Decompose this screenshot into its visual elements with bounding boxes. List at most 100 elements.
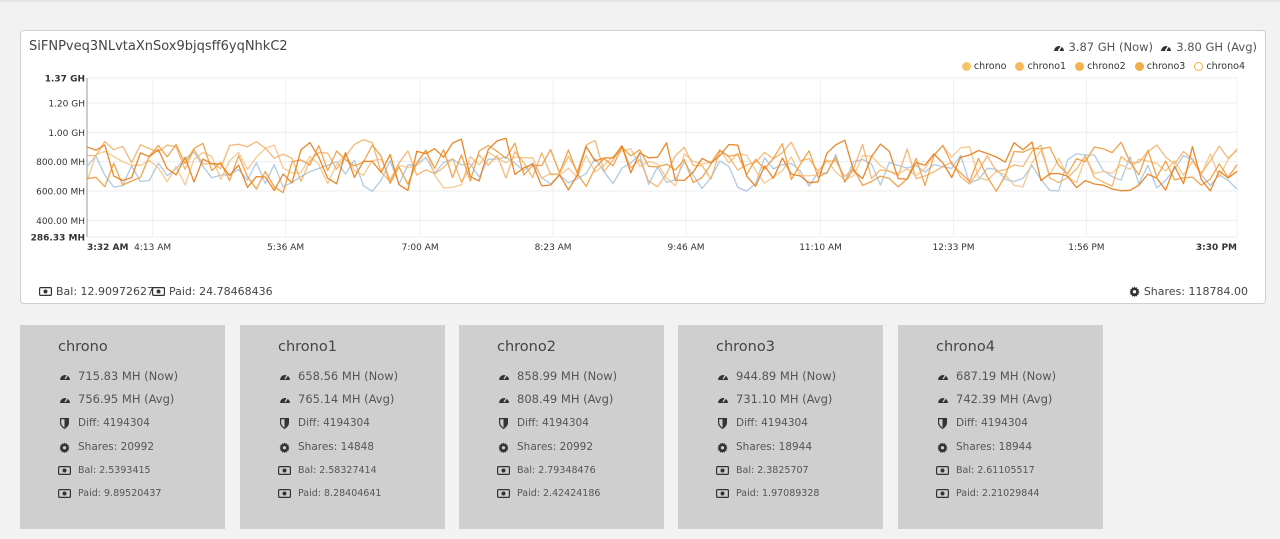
shield-icon — [936, 417, 949, 429]
total-hashrate-now: 3.87 GH (Now) — [1053, 40, 1154, 54]
x-tick-label: 7:00 AM — [402, 243, 439, 253]
legend-item-chrono2[interactable]: chrono2 — [1075, 61, 1126, 72]
worker-name: chrono2 — [497, 339, 556, 355]
money-icon — [936, 466, 949, 475]
shares-value: Shares: 20992 — [517, 441, 594, 453]
money-icon — [39, 287, 52, 296]
legend-swatch — [1134, 62, 1144, 71]
x-tick-label: 11:10 AM — [799, 243, 842, 253]
diff-value: Diff: 4194304 — [78, 417, 150, 429]
series-line-chrono1 — [86, 144, 1238, 189]
diff-value: Diff: 4194304 — [736, 417, 808, 429]
x-tick-label: 5:36 AM — [267, 243, 304, 253]
x-tick-label: 1:56 PM — [1068, 243, 1104, 253]
worker-paid: Paid: 9.89520437 — [58, 488, 161, 499]
worker-paid: Paid: 8.28404641 — [278, 488, 381, 499]
money-icon — [278, 466, 291, 475]
legend-item-chrono4[interactable]: chrono4 — [1194, 61, 1245, 72]
gear-icon — [716, 441, 729, 453]
legend-swatch — [1015, 62, 1025, 71]
legend-item-chrono1[interactable]: chrono1 — [1015, 61, 1066, 72]
legend-item-chrono3[interactable]: chrono3 — [1134, 61, 1186, 72]
legend-label: chrono2 — [1087, 61, 1126, 72]
legend-swatch — [1194, 62, 1204, 71]
paid-value: Paid: 2.42424186 — [517, 488, 601, 499]
speedometer-icon — [58, 371, 71, 381]
worker-hashrate-avg: 742.39 MH (Avg) — [936, 392, 1052, 406]
worker-hashrate-now: 944.89 MH (Now) — [716, 369, 836, 383]
hashrate-now-value: 687.19 MH (Now) — [956, 369, 1057, 383]
legend-label: chrono3 — [1146, 61, 1186, 72]
chart-legend: chrono chrono1 chrono2 chrono3 chrono4 — [961, 61, 1245, 72]
worker-card-chrono1[interactable]: chrono1 658.56 MH (Now) 765.14 MH (Avg) … — [240, 325, 445, 529]
worker-diff: Diff: 4194304 — [278, 417, 370, 429]
worker-diff: Diff: 4194304 — [936, 417, 1028, 429]
balance-value: Bal: 2.58327414 — [298, 465, 377, 476]
worker-paid: Paid: 1.97089328 — [716, 488, 819, 499]
hashrate-avg-value: 808.49 MH (Avg) — [517, 392, 614, 406]
worker-name: chrono3 — [716, 339, 775, 355]
worker-name: chrono1 — [278, 339, 337, 355]
balance-value: Bal: 2.61105517 — [956, 465, 1035, 476]
worker-hashrate-now: 858.99 MH (Now) — [497, 369, 617, 383]
worker-card-chrono3[interactable]: chrono3 944.89 MH (Now) 731.10 MH (Avg) … — [678, 325, 883, 529]
hashrate-now-value: 715.83 MH (Now) — [78, 369, 179, 383]
speedometer-icon — [936, 394, 949, 404]
worker-card-chrono4[interactable]: chrono4 687.19 MH (Now) 742.39 MH (Avg) … — [898, 325, 1103, 529]
worker-shares: Shares: 14848 — [278, 441, 374, 453]
worker-hashrate-now: 687.19 MH (Now) — [936, 369, 1056, 383]
x-tick-label: 3:30 PM — [1196, 243, 1237, 253]
worker-paid: Paid: 2.21029844 — [936, 488, 1039, 499]
money-icon — [152, 287, 165, 296]
money-icon — [936, 489, 949, 498]
worker-hashrate-avg: 731.10 MH (Avg) — [716, 392, 832, 406]
gear-icon — [58, 441, 71, 453]
y-tick-label: 600.00 MH — [36, 187, 85, 197]
y-tick-label: 400.00 MH — [36, 217, 85, 227]
shares-value: Shares: 18944 — [736, 441, 813, 453]
hashrate-now-value: 944.89 MH (Now) — [736, 369, 837, 383]
hashrate-avg-label: 3.80 GH (Avg) — [1176, 40, 1257, 54]
hashrate-avg-value: 731.10 MH (Avg) — [736, 392, 833, 406]
hashrate-now-value: 858.99 MH (Now) — [517, 369, 618, 383]
hashrate-now-label: 3.87 GH (Now) — [1068, 40, 1154, 54]
worker-shares: Shares: 20992 — [497, 441, 593, 453]
y-tick-label: 286.33 MH — [31, 234, 85, 244]
diff-value: Diff: 4194304 — [517, 417, 589, 429]
worker-card-chrono[interactable]: chrono 715.83 MH (Now) 756.95 MH (Avg) D… — [20, 325, 225, 529]
legend-label: chrono — [973, 61, 1007, 72]
y-tick-label: 1.20 GH — [48, 99, 85, 109]
worker-shares: Shares: 18944 — [936, 441, 1032, 453]
legend-item-chrono[interactable]: chrono — [961, 61, 1007, 72]
balance-text: Bal: 12.90972627 — [56, 285, 155, 298]
diff-value: Diff: 4194304 — [298, 417, 370, 429]
money-icon — [716, 489, 729, 498]
gear-icon — [936, 441, 949, 453]
hashrate-chart[interactable]: 1.37 GH 1.20 GH 1.00 GH 800.00 MH 600.00 MH 4… — [21, 31, 1265, 271]
hashrate-avg-value: 742.39 MH (Avg) — [956, 392, 1053, 406]
diff-value: Diff: 4194304 — [956, 417, 1028, 429]
series-line-chrono2 — [86, 139, 1238, 188]
worker-balance: Bal: 2.3825707 — [716, 465, 809, 476]
legend-swatch — [1075, 62, 1085, 71]
worker-card-chrono2[interactable]: chrono2 858.99 MH (Now) 808.49 MH (Avg) … — [459, 325, 664, 529]
shield-icon — [58, 417, 71, 429]
speedometer-icon — [936, 371, 949, 381]
x-tick-label: 9:46 AM — [668, 243, 705, 253]
total-shares: Shares: 118784.00 — [1129, 285, 1248, 298]
shares-value: Shares: 14848 — [298, 441, 375, 453]
worker-name: chrono — [58, 339, 108, 355]
x-tick-label: 8:23 AM — [535, 243, 572, 253]
gear-icon — [497, 441, 510, 453]
series-line-chrono — [86, 151, 1238, 192]
legend-label: chrono1 — [1027, 61, 1067, 72]
money-icon — [58, 489, 71, 498]
legend-swatch — [961, 62, 971, 71]
x-tick-label: 4:13 AM — [134, 243, 171, 253]
legend-label: chrono4 — [1206, 61, 1245, 72]
speedometer-icon — [497, 394, 510, 404]
x-tick-label: 12:33 PM — [933, 243, 975, 253]
worker-balance: Bal: 2.61105517 — [936, 465, 1035, 476]
y-tick-label: 1.00 GH — [48, 129, 85, 139]
speedometer-icon — [58, 394, 71, 404]
